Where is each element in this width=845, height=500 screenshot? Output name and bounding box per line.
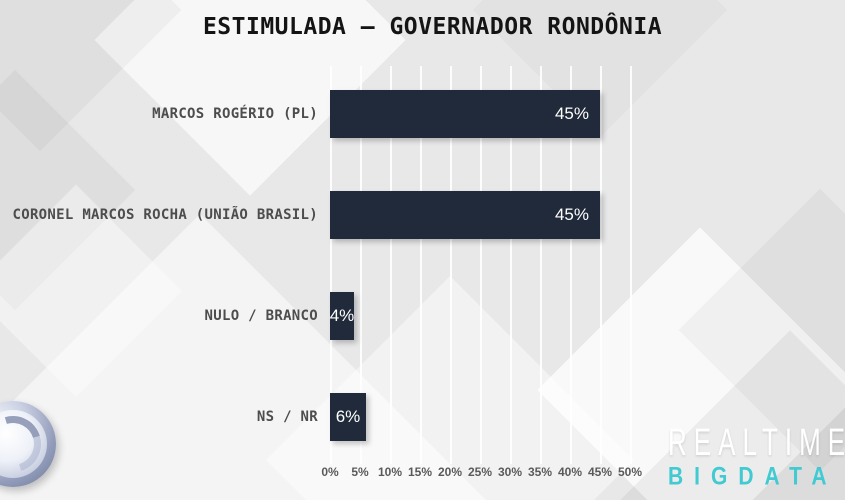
x-tick-label: 40%: [557, 465, 583, 479]
category-label: CORONEL MARCOS ROCHA (UNIÃO BRASIL): [12, 207, 318, 223]
x-tick-label: 10%: [377, 465, 403, 479]
category-label: NULO / BRANCO: [204, 308, 318, 324]
x-tick-label: 0%: [321, 465, 339, 479]
bar-value-label: 45%: [554, 104, 589, 123]
x-tick-label: 35%: [527, 465, 553, 479]
x-tick-label: 30%: [497, 465, 523, 479]
realtime-wordmark: REALTIME: [668, 420, 845, 464]
bar-value-label: 45%: [554, 205, 589, 224]
bar: 6%: [330, 393, 366, 441]
x-tick-label: 50%: [617, 465, 643, 479]
bar: 45%: [330, 90, 600, 138]
category-label: MARCOS ROGÉRIO (PL): [152, 106, 318, 122]
bigdata-wordmark: BIGDATA: [668, 463, 838, 491]
x-tick-label: 5%: [351, 465, 369, 479]
x-tick-label: 15%: [407, 465, 433, 479]
bar-value-label: 6%: [335, 407, 361, 426]
bar: 4%: [330, 292, 354, 340]
x-tick-label: 25%: [467, 465, 493, 479]
x-tick-label: 45%: [587, 465, 613, 479]
category-label: NS / NR: [256, 409, 318, 425]
x-tick-label: 20%: [437, 465, 463, 479]
bar-value-label: 4%: [329, 306, 355, 325]
chart-title: ESTIMULADA — GOVERNADOR RONDÔNIA: [202, 14, 663, 40]
realtime-bigdata-logo: REALTIME BIGDATA: [668, 420, 845, 491]
bar: 45%: [330, 191, 600, 239]
